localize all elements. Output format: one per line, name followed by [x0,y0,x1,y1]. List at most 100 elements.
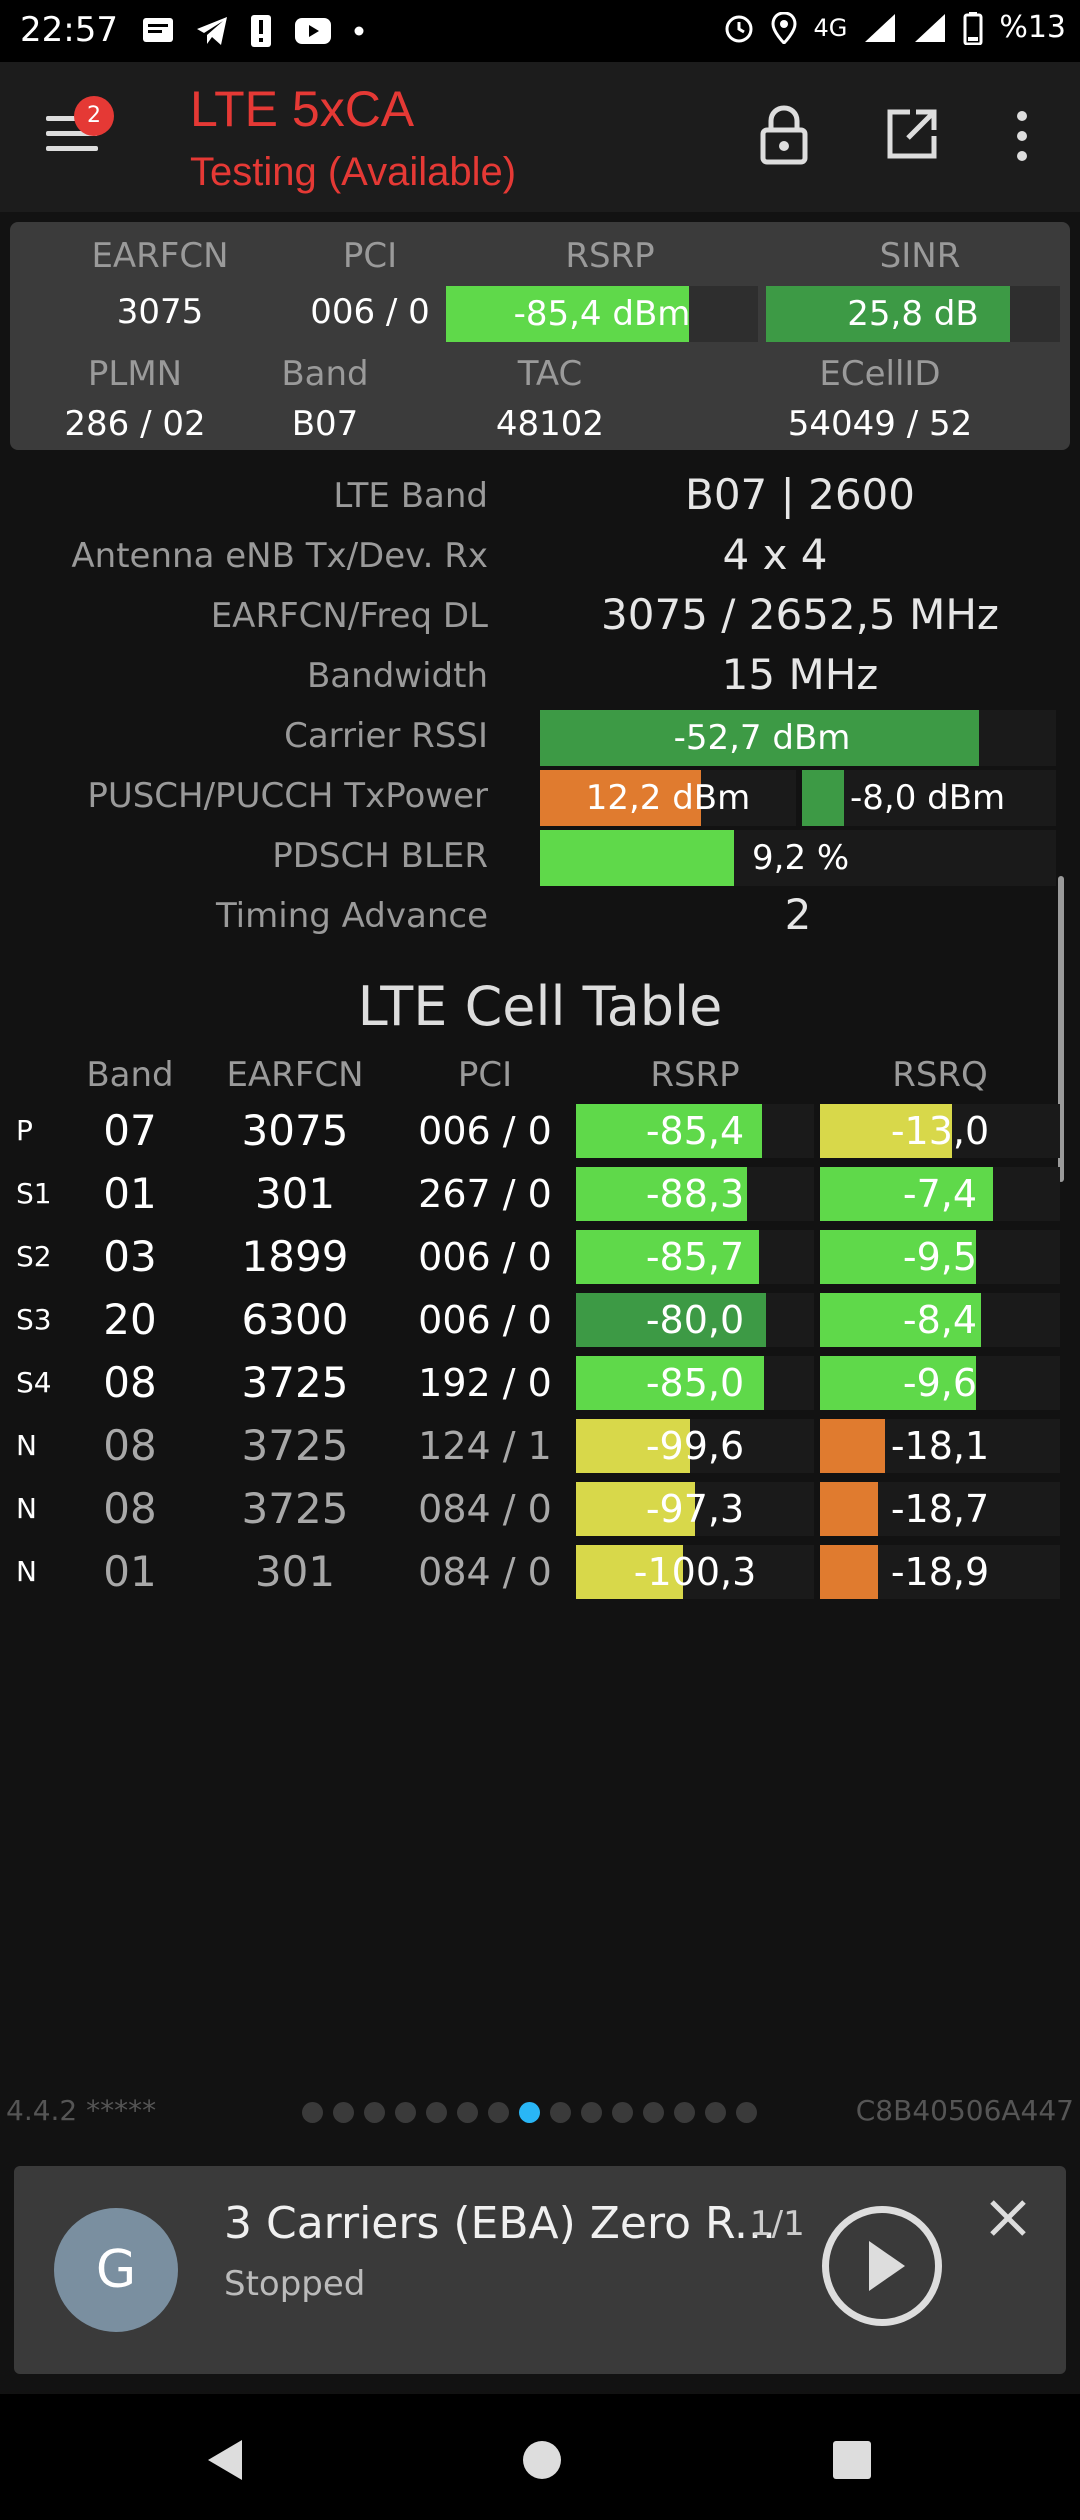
play-icon [869,2241,905,2291]
pci-label: PCI [342,236,398,276]
app-version: 4.4.2 ***** [6,2094,157,2127]
plmn-value: 286 / 02 [64,404,206,444]
close-icon[interactable] [984,2194,1032,2242]
tac-label: TAC [517,354,583,394]
table-row: S1 01 301 267 / 0 -88,3 -7,4 [0,1163,1080,1225]
cell-rsrq-bar-fill [820,1356,976,1410]
cell-pci: 267 / 0 [418,1172,552,1216]
table-row: S3 20 6300 006 / 0 -80,0 -8,4 [0,1289,1080,1351]
cell-band: 08 [103,1484,157,1533]
cell-type: S2 [16,1240,52,1273]
pusch-power-value: 12,2 dBm [585,778,751,818]
page-dot[interactable] [426,2102,447,2123]
cell-band: 01 [103,1547,157,1596]
pucch-power-bar: -8,0 dBm [802,770,1056,826]
scrollbar[interactable] [1058,876,1064,1182]
cell-rsrp-bar: -97,3 [576,1482,814,1536]
table-row: P 07 3075 006 / 0 -85,4 -13,0 [0,1100,1080,1162]
bler-value: 9,2 % [752,838,850,878]
page-dot[interactable] [612,2102,633,2123]
recents-icon[interactable] [832,2440,872,2480]
battery-icon [963,11,983,45]
cell-rsrq-bar-fill [820,1167,993,1221]
col-earfcn-header: EARFCN [226,1055,364,1095]
battery-percent: %13 [999,10,1066,45]
page-dot[interactable] [333,2102,354,2123]
message-icon [143,18,173,42]
cell-type: S4 [16,1366,52,1399]
cell-rsrp-bar-fill [576,1293,766,1347]
cell-rsrq-bar-fill [820,1482,878,1536]
carrier-rssi-bar-fill [540,710,979,766]
media-count: 1/1 [750,2204,805,2244]
page-indicator[interactable] [302,2102,757,2123]
page-dot[interactable] [550,2102,571,2123]
app-bar [0,62,1080,212]
cell-rsrq-bar-fill [820,1230,976,1284]
bler-bar-fill [540,830,734,886]
more-vert-icon[interactable] [1012,110,1032,162]
cell-rsrp-bar: -80,0 [576,1293,814,1347]
ecellid-value: 54049 / 52 [787,404,973,444]
app-subtitle: Testing (Available) [190,150,517,194]
earfcn-freq-value: 3075 / 2652,5 MHz [601,590,999,639]
menu-icon [46,116,98,121]
cell-pci: 006 / 0 [418,1109,552,1153]
alert-icon [251,15,271,47]
page-dot[interactable] [302,2102,323,2123]
page-dot[interactable] [736,2102,757,2123]
cell-rsrp: -85,0 [645,1361,745,1405]
lte-band-label: LTE Band [333,476,488,516]
youtube-icon [295,18,331,44]
cell-pci: 006 / 0 [418,1235,552,1279]
page-dot[interactable] [674,2102,695,2123]
menu-button[interactable] [46,116,106,156]
alarm-icon [725,15,753,42]
page-dot[interactable] [395,2102,416,2123]
carrier-rssi-label: Carrier RSSI [284,716,488,756]
cell-rsrq-bar-fill [820,1293,981,1347]
rsrp-label: RSRP [565,236,655,276]
cell-rsrq: -9,6 [902,1361,978,1405]
cell-type: N [16,1492,37,1525]
device-id: C8B40506A447 [855,2094,1074,2127]
antenna-label: Antenna eNB Tx/Dev. Rx [71,536,488,576]
cell-rsrp-bar-fill [576,1482,695,1536]
cell-rsrp-bar: -100,3 [576,1545,814,1599]
cell-rsrp-bar-fill [576,1230,759,1284]
antenna-value: 4 x 4 [722,530,828,579]
table-row: N 08 3725 084 / 0 -97,3 -18,7 [0,1478,1080,1540]
cell-rsrq: -18,7 [890,1487,990,1531]
bandwidth-label: Bandwidth [306,656,488,696]
cell-rsrp-bar: -85,4 [576,1104,814,1158]
home-icon[interactable] [522,2440,562,2480]
back-icon[interactable] [204,2438,246,2482]
table-row: N 01 301 084 / 0 -100,3 -18,9 [0,1541,1080,1603]
cell-rsrq: -18,9 [890,1550,990,1594]
cell-rsrq: -18,1 [890,1424,990,1468]
page-dot[interactable] [705,2102,726,2123]
bandwidth-value: 15 MHz [721,650,879,699]
open-external-icon[interactable] [884,106,940,162]
play-button[interactable] [822,2206,942,2326]
cell-rsrq-bar-fill [820,1104,952,1158]
page-dot[interactable] [488,2102,509,2123]
telegram-icon [197,17,227,45]
cell-earfcn: 301 [254,1547,336,1596]
rsrp-bar: -85,4 dBm [446,286,758,342]
page-dot[interactable] [457,2102,478,2123]
page-dot[interactable] [519,2102,540,2123]
page-dot[interactable] [581,2102,602,2123]
cell-rsrp-bar-fill [576,1104,762,1158]
cell-type: S1 [16,1177,52,1210]
lock-icon[interactable] [756,104,812,166]
cell-earfcn: 3725 [241,1484,349,1533]
page-dot[interactable] [643,2102,664,2123]
menu-icon-line [46,131,98,136]
cell-rsrq: -13,0 [890,1109,990,1153]
cell-rsrq-bar: -18,7 [820,1482,1060,1536]
page-dot[interactable] [364,2102,385,2123]
col-rsrp-header: RSRP [650,1055,740,1095]
dot-icon [354,26,364,36]
media-notification[interactable]: G 3 Carriers (EBA) Zero R... 1/1 Stopped [14,2166,1066,2374]
